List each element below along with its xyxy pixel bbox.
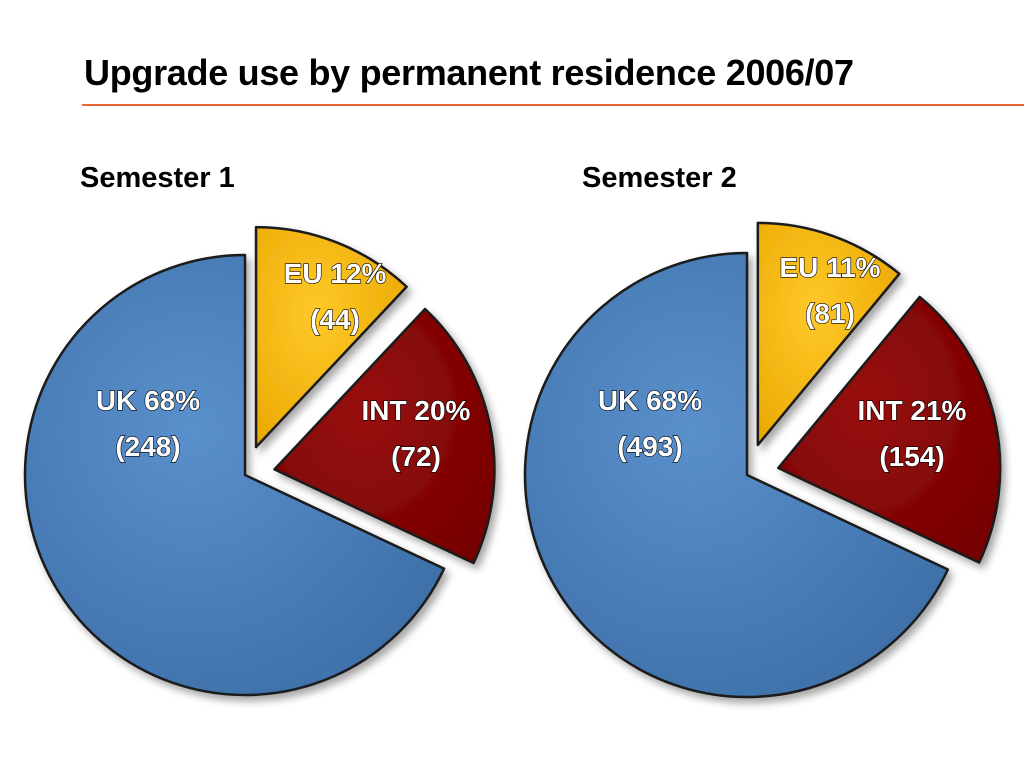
- slice-label-uk-percent: UK 68%: [96, 385, 200, 416]
- slice-label-uk-count: (248): [115, 431, 180, 462]
- slice-label-int-count: (154): [879, 441, 944, 472]
- slice-label-eu-percent: EU 12%: [284, 258, 387, 289]
- slice-label-eu-percent: EU 11%: [779, 252, 880, 283]
- pie-slice-uk: [523, 251, 950, 699]
- slice-label-uk-percent: UK 68%: [598, 385, 702, 416]
- slice-label-eu-count: (44): [310, 304, 360, 335]
- slice-label-eu-count: (81): [805, 298, 855, 329]
- pie-slice-uk: [23, 253, 446, 697]
- pie-slice-int: [273, 307, 496, 565]
- chart-title-semester-2: Semester 2: [582, 162, 737, 194]
- pie-slice-eu: [756, 221, 901, 447]
- pie-slice-eu: [254, 225, 408, 449]
- slice-label-int-percent: INT 20%: [362, 395, 471, 426]
- slice-label-int-count: (72): [391, 441, 441, 472]
- page-title: Upgrade use by permanent residence 2006/…: [84, 52, 854, 93]
- title-divider: [82, 104, 1024, 106]
- chart-title-semester-1: Semester 1: [80, 162, 235, 194]
- slice-label-uk-count: (493): [617, 431, 682, 462]
- slice-label-int-percent: INT 21%: [858, 395, 967, 426]
- pie-chart-2: EU 11% (81) INT 21% (154) UK 68% (493): [523, 221, 1002, 699]
- pie-slice-int: [776, 295, 1002, 564]
- pie-chart-1: EU 12% (44) INT 20% (72) UK 68% (248): [23, 225, 496, 697]
